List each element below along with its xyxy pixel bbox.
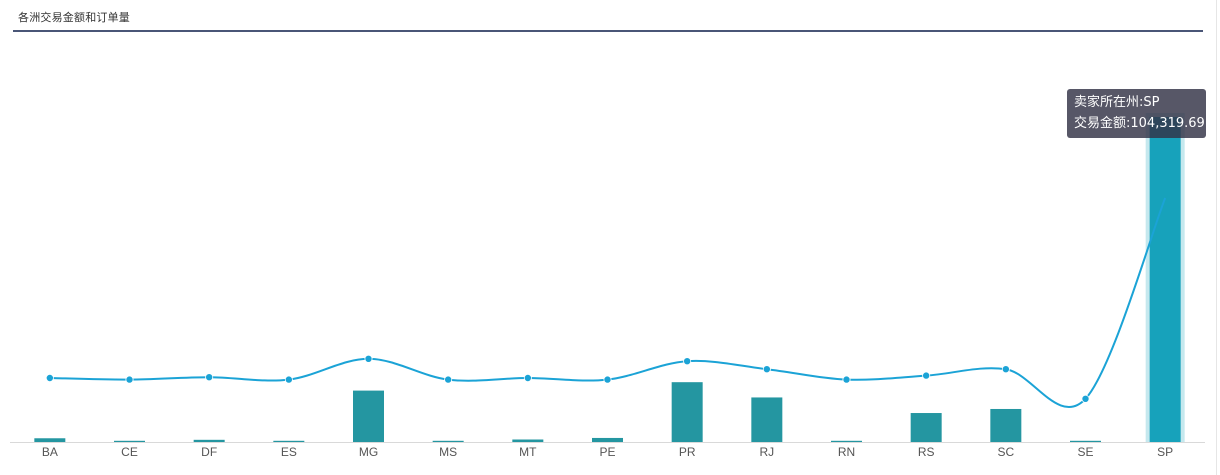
x-tick-label-mg: MG <box>359 445 378 459</box>
line-point-ms[interactable] <box>444 375 453 384</box>
bar-se[interactable] <box>1070 440 1101 442</box>
panel-edge <box>1216 0 1217 475</box>
bar-rj[interactable] <box>751 397 783 442</box>
bar-rs[interactable] <box>910 413 942 442</box>
bar-es[interactable] <box>273 440 305 442</box>
bar-mg[interactable] <box>353 390 384 442</box>
tooltip-state: 卖家所在州:SP <box>1074 95 1160 110</box>
x-tick-label-rj: RJ <box>759 445 774 459</box>
x-axis-labels: BA CE DF ES MG MS MT PE PR RJ RN RS SC SE SP <box>42 445 1173 459</box>
chart-tooltip: 卖家所在州:SP 交易金额:104,319.69 <box>1067 89 1206 138</box>
line-point-sc[interactable] <box>1001 365 1010 374</box>
line-point-se[interactable] <box>1081 394 1090 403</box>
x-tick-label-ms: MS <box>439 445 457 459</box>
line-point-rn[interactable] <box>842 375 851 384</box>
x-tick-label-ce: CE <box>121 445 138 459</box>
x-tick-label-se: SE <box>1077 445 1093 459</box>
chart-title: 各洲交易金额和订单量 <box>18 11 130 24</box>
x-tick-label-ba: BA <box>42 445 58 459</box>
x-tick-label-es: ES <box>281 445 297 459</box>
x-tick-label-sp: SP <box>1157 445 1173 459</box>
line-point-ce[interactable] <box>125 375 134 384</box>
x-tick-label-df: DF <box>201 445 217 459</box>
bar-sp[interactable] <box>1149 117 1181 442</box>
x-tick-label-sc: SC <box>997 445 1014 459</box>
line-point-rs[interactable] <box>922 371 931 380</box>
bar-ce[interactable] <box>114 440 145 442</box>
bar-series <box>34 113 1185 442</box>
bar-pe[interactable] <box>592 437 623 442</box>
x-tick-label-rs: RS <box>918 445 935 459</box>
bar-mt[interactable] <box>512 439 544 442</box>
bar-ba[interactable] <box>34 438 66 442</box>
line-point-rj[interactable] <box>762 365 771 374</box>
x-tick-label-pe: PE <box>599 445 615 459</box>
line-point-df[interactable] <box>205 373 214 382</box>
line-point-ba[interactable] <box>45 373 54 382</box>
line-point-es[interactable] <box>284 375 293 384</box>
line-point-mt[interactable] <box>523 373 532 382</box>
line-series <box>45 197 1167 408</box>
bar-sc[interactable] <box>990 408 1022 442</box>
bar-pr[interactable] <box>671 382 703 442</box>
bar-df[interactable] <box>193 439 225 442</box>
line-point-mg[interactable] <box>364 354 373 363</box>
title-divider <box>13 30 1203 32</box>
line-point-pe[interactable] <box>603 375 612 384</box>
bar-ms[interactable] <box>432 440 464 442</box>
x-tick-label-rn: RN <box>838 445 855 459</box>
line-point-pr[interactable] <box>683 357 692 366</box>
x-tick-label-mt: MT <box>519 445 537 459</box>
tooltip-amount: 交易金额:104,319.69 <box>1074 116 1205 131</box>
line-path <box>49 197 1167 408</box>
bar-rn[interactable] <box>831 440 862 442</box>
x-tick-label-pr: PR <box>679 445 696 459</box>
